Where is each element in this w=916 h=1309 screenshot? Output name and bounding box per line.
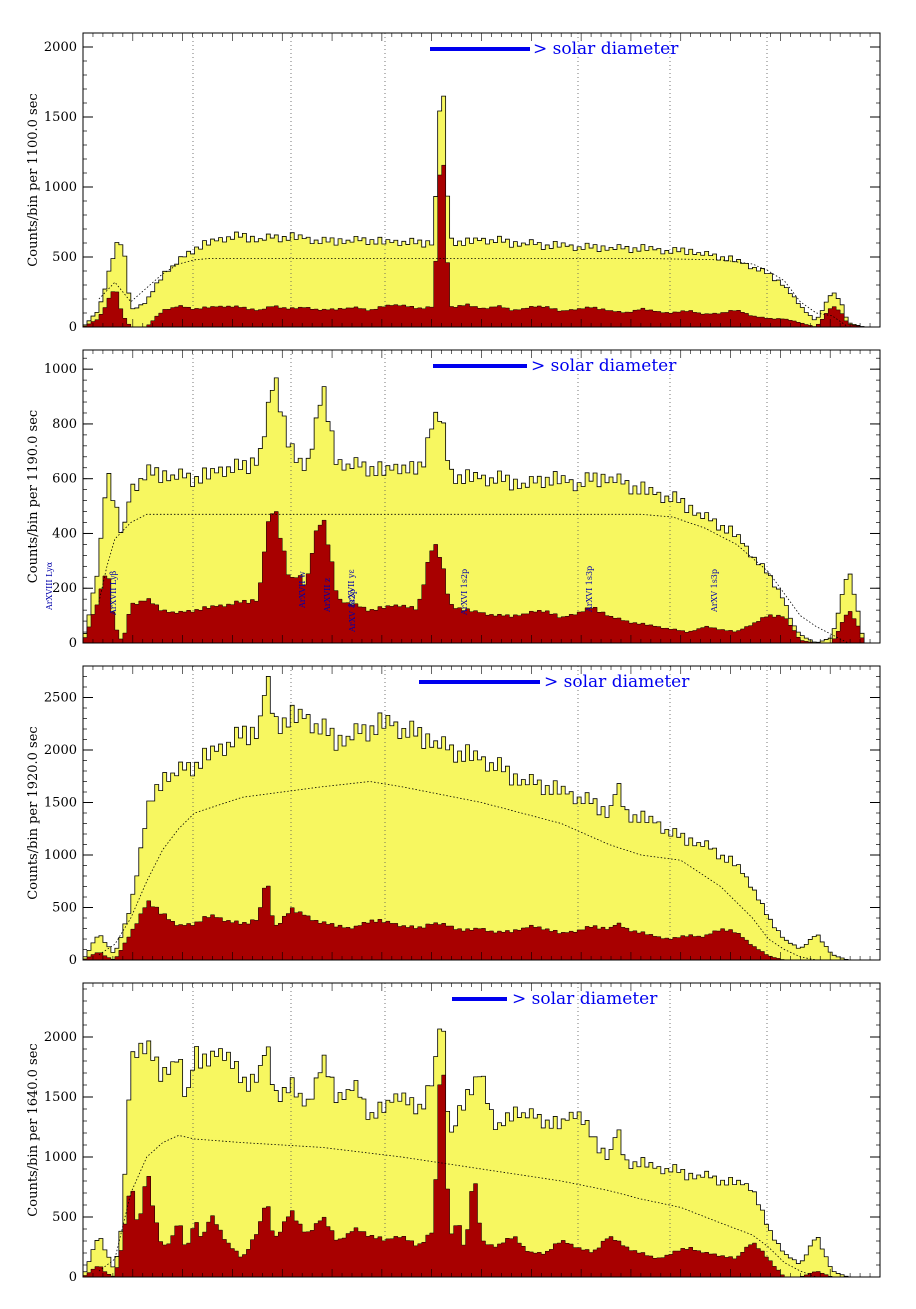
y-tick-label: 0	[69, 953, 77, 968]
total-spectrum-outline	[83, 1028, 880, 1277]
line-annotation: ArXVI 1s3p	[585, 566, 594, 613]
solar-diameter-label: > solar diameter	[512, 989, 658, 1009]
line-annotation: ArXVI 1s2p	[460, 569, 469, 616]
y-tick-label: 800	[52, 417, 77, 432]
chart-panel-3: 0 500 1000 1500 2000 2500 Counts/bin per 1920.…	[26, 665, 881, 968]
average-curve	[98, 781, 849, 960]
y-tick-label: 2000	[44, 40, 77, 55]
line-annotation: ArXV 1s2p	[348, 589, 357, 633]
y-tick-label: 0	[69, 320, 77, 335]
plot-area	[83, 666, 880, 960]
y-tick-label: 2000	[44, 743, 77, 758]
plot-area	[83, 33, 880, 327]
y-tick-label: 0	[69, 636, 77, 651]
total-spectrum-outline	[83, 95, 880, 327]
solar-diameter-label: > solar diameter	[533, 39, 679, 59]
line-spectrum-fill	[83, 1074, 880, 1277]
y-tick-label: 1500	[44, 1090, 77, 1105]
plot-area	[83, 983, 880, 1277]
y-tick-label: 1000	[44, 180, 77, 195]
total-spectrum-fill	[83, 377, 880, 643]
total-spectrum-fill	[83, 96, 880, 327]
average-curve	[98, 513, 849, 643]
line-annotation: ArXVII Lyβ	[109, 570, 118, 616]
line-annotation: ArXVII yε	[347, 569, 356, 609]
y-tick-label: 1500	[44, 110, 77, 125]
total-spectrum-fill	[83, 676, 880, 960]
y-tick-label: 2500	[44, 691, 77, 706]
y-tick-label: 500	[52, 1210, 77, 1225]
y-tick-label: 1000	[44, 848, 77, 863]
solar-diameter-label: > solar diameter	[544, 672, 690, 692]
total-spectrum-outline	[83, 377, 880, 643]
y-axis-label: Counts/bin per 1640.0 sec	[26, 1043, 41, 1216]
line-annotation: ArXV 1s3p	[710, 569, 719, 613]
line-annotation: ArXVII w	[298, 571, 307, 609]
y-tick-label: 1500	[44, 796, 77, 811]
line-spectrum-fill	[83, 164, 880, 327]
line-annotation: ArXVIII Lyα	[45, 561, 54, 611]
solar-diameter-label: > solar diameter	[531, 356, 677, 376]
y-tick-label: 200	[52, 581, 77, 596]
y-tick-label: 1000	[44, 362, 77, 377]
line-spectrum-fill	[83, 885, 880, 960]
chart-panel-1: 0 500 1000 1500 2000 Counts/bin per 1100.0 se…	[26, 32, 881, 335]
y-tick-label: 2000	[44, 1030, 77, 1045]
y-tick-label: 600	[52, 472, 77, 487]
y-tick-label: 400	[52, 526, 77, 541]
y-axis-label: Counts/bin per 1100.0 sec	[26, 93, 41, 266]
y-tick-label: 500	[52, 901, 77, 916]
y-tick-label: 1000	[44, 1150, 77, 1165]
y-axis-label: Counts/bin per 1190.0 sec	[26, 410, 41, 583]
y-tick-label: 0	[69, 1270, 77, 1285]
plot-area	[83, 350, 880, 643]
y-tick-label: 500	[52, 250, 77, 265]
chart-panel-2: 0 200 400 600 800 1000 Counts/bin per 1190.0 s…	[26, 349, 881, 651]
line-annotation: ArXVII z	[323, 578, 332, 613]
y-axis-label: Counts/bin per 1920.0 sec	[26, 726, 41, 899]
line-spectrum-fill	[83, 511, 880, 643]
average-curve	[98, 1134, 849, 1277]
total-spectrum-outline	[83, 676, 880, 960]
